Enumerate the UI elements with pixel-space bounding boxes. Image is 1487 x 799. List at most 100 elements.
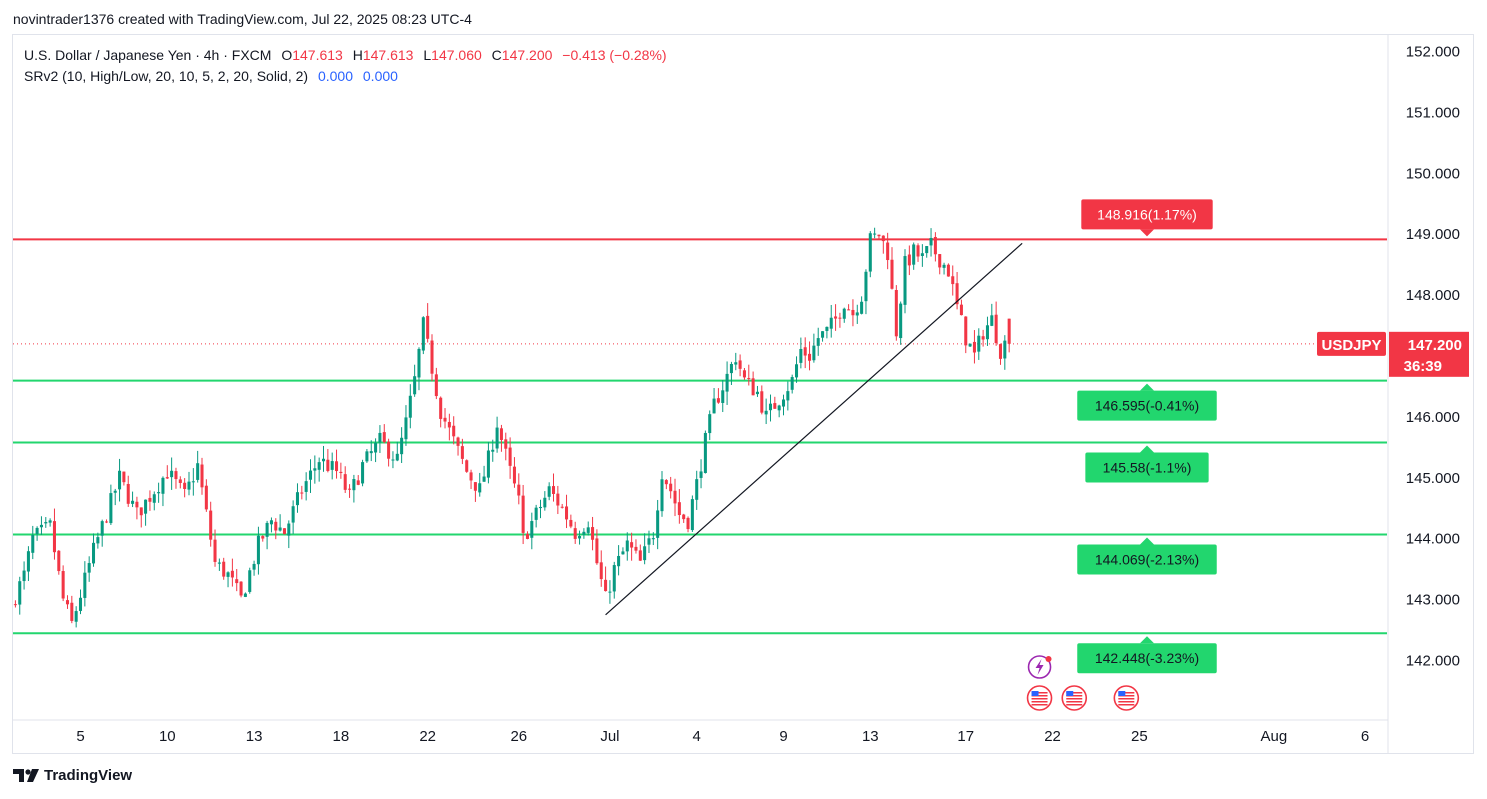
candle: [13, 600, 17, 608]
candle-body: [387, 441, 391, 459]
candle-body: [981, 336, 985, 340]
candle-body: [907, 254, 911, 266]
candle-body: [217, 562, 221, 564]
candle: [491, 439, 495, 462]
candle-body: [61, 571, 65, 599]
candle-body: [621, 551, 625, 555]
level-label-text: 144.069(-2.13%): [1095, 551, 1199, 567]
candle: [495, 416, 499, 453]
level-label-pointer: [1140, 445, 1154, 453]
candle-body: [96, 537, 100, 544]
time-tick-label: 13: [246, 728, 263, 745]
candle: [599, 550, 603, 587]
candle: [734, 352, 738, 371]
candle: [656, 499, 660, 550]
candle-body: [669, 483, 673, 492]
candle-body: [942, 264, 946, 268]
candle: [326, 449, 330, 473]
candle-body: [612, 565, 616, 592]
candle: [604, 566, 608, 592]
candle: [985, 316, 989, 346]
candle-body: [608, 591, 612, 593]
candle: [755, 385, 759, 397]
candle-body: [534, 507, 538, 520]
candle-body: [816, 338, 820, 346]
candle-body: [525, 533, 529, 539]
candle: [96, 532, 100, 549]
chart-frame[interactable]: [12, 34, 1474, 754]
candle: [248, 567, 252, 594]
candle-body: [903, 256, 907, 305]
candle-body: [712, 398, 716, 414]
candle-body: [230, 570, 234, 578]
candle-body: [773, 403, 777, 409]
candle-body: [651, 538, 655, 540]
candle: [682, 513, 686, 523]
chart-legend: U.S. Dollar / Japanese Yen · 4h · FXCM O…: [24, 45, 667, 87]
last-price-tag: 147.200 36:39: [1389, 331, 1469, 377]
candle-body: [482, 476, 486, 482]
candle-body: [469, 472, 473, 481]
candle: [643, 533, 647, 565]
candle: [881, 235, 885, 254]
candle: [157, 482, 161, 503]
candle: [781, 394, 786, 416]
candle-body: [352, 479, 356, 491]
trendline: [605, 242, 1023, 616]
time-tick-label: Aug: [1261, 728, 1288, 745]
candle-body: [122, 471, 126, 483]
candle-body: [812, 345, 816, 361]
candle: [560, 503, 564, 509]
candle: [330, 452, 334, 480]
candle-body: [499, 428, 503, 440]
low-label: L: [423, 47, 432, 63]
candle: [851, 299, 855, 327]
time-tick-label: 22: [1044, 728, 1061, 745]
candle: [35, 526, 39, 541]
candle: [929, 228, 933, 257]
candle: [256, 526, 260, 575]
candle-body: [486, 450, 490, 478]
candle-body: [547, 486, 551, 497]
candle: [382, 424, 386, 444]
candle-body: [543, 497, 547, 508]
candle: [65, 595, 70, 609]
candle-body: [517, 484, 521, 496]
candle-body: [356, 480, 360, 485]
candle-body: [35, 527, 39, 534]
candle-body: [70, 602, 74, 621]
candle-body: [243, 593, 247, 597]
indicator-value-1: 0.000: [317, 68, 353, 84]
candle-body: [109, 493, 113, 524]
candle-body: [417, 348, 421, 378]
time-tick-label: Jul: [600, 728, 619, 745]
candle-body: [52, 521, 56, 553]
candle-body: [74, 611, 78, 622]
footer: TradingView: [13, 767, 132, 784]
candle-body: [946, 264, 950, 277]
candle-body: [196, 463, 200, 480]
candle: [152, 491, 156, 511]
candle: [91, 533, 96, 567]
candle-body: [834, 316, 838, 319]
symbol-tag: USDJPY: [1317, 331, 1386, 356]
candle: [821, 331, 825, 342]
candle-body: [521, 495, 525, 533]
candle: [834, 304, 838, 331]
support-label: 146.595(-0.41%): [1077, 383, 1217, 421]
candle-body: [404, 417, 408, 440]
candle: [968, 343, 972, 348]
candle: [582, 528, 586, 539]
candle: [70, 595, 74, 624]
candle: [873, 227, 877, 239]
candle: [803, 337, 807, 369]
candle-body: [538, 506, 543, 509]
candle: [39, 516, 43, 535]
candle-body: [248, 570, 252, 592]
candle-body: [808, 353, 812, 361]
candle: [543, 491, 547, 511]
candle: [473, 482, 477, 502]
candle: [22, 561, 26, 590]
candle: [430, 334, 434, 382]
